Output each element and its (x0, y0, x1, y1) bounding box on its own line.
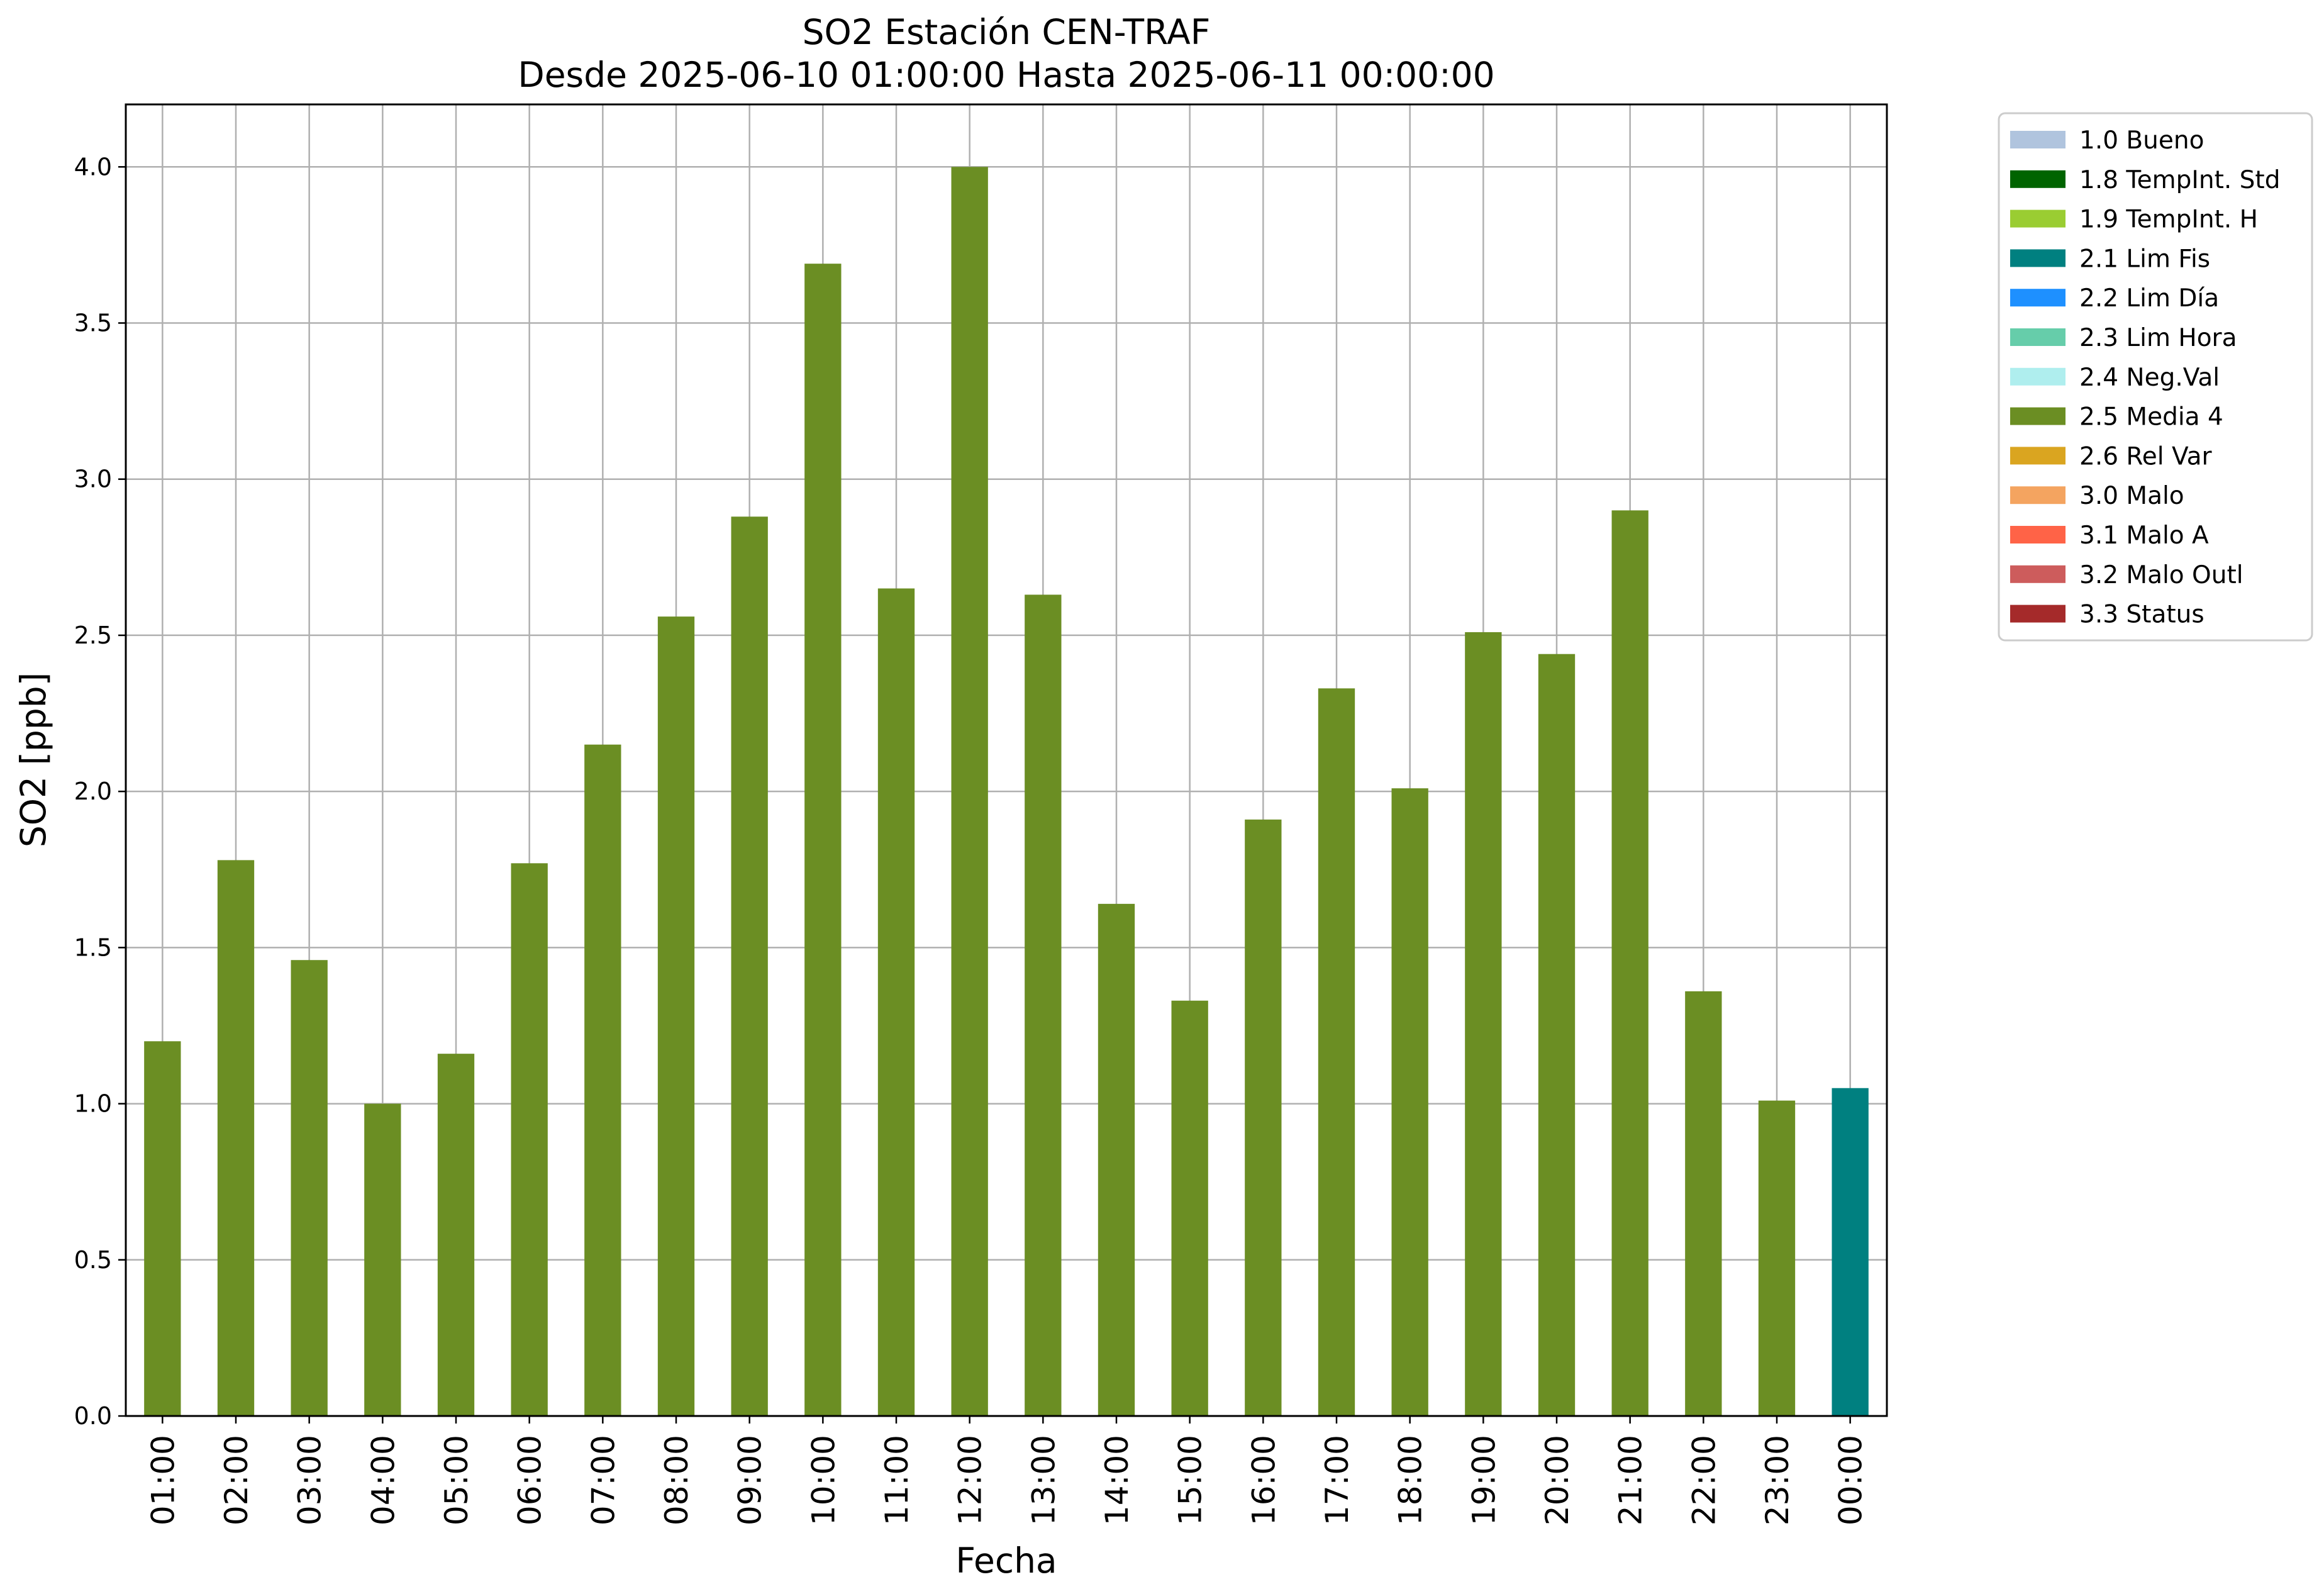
chart-subtitle: Desde 2025-06-10 01:00:00 Hasta 2025-06-… (518, 55, 1494, 95)
bar-1100 (877, 588, 915, 1416)
x-tick-label: 00:00 (1833, 1435, 1869, 1525)
bar-1800 (1391, 788, 1428, 1416)
x-tick-label: 06:00 (512, 1435, 548, 1525)
y-tick-label: 3.5 (74, 309, 112, 337)
plot-frame (125, 103, 1888, 1417)
legend-swatch (2010, 367, 2065, 386)
x-tick-label: 03:00 (292, 1435, 328, 1525)
legend-label: 2.1 Lim Fis (2079, 245, 2210, 273)
y-tick-label: 0.5 (74, 1246, 112, 1274)
bar-0400 (364, 1103, 401, 1416)
bar-0800 (657, 616, 695, 1417)
legend-swatch (2010, 447, 2065, 465)
bar-0200 (217, 860, 255, 1416)
y-axis-label: SO2 [ppb] (13, 672, 53, 847)
y-tick-label: 3.0 (74, 465, 112, 493)
x-tick-label: 12:00 (952, 1435, 989, 1525)
legend: 1.0 Bueno 1.8 TempInt. Std 1.9 TempInt. H 2… (1998, 112, 2313, 642)
x-tick-label: 23:00 (1759, 1435, 1796, 1525)
bar-2300 (1758, 1100, 1796, 1416)
bar-2000 (1538, 654, 1576, 1416)
bar-1400 (1098, 903, 1135, 1416)
legend-label: 1.9 TempInt. H (2079, 206, 2258, 234)
legend-swatch (2010, 328, 2065, 346)
legend-swatch (2010, 526, 2065, 543)
legend-label: 3.2 Malo Outl (2079, 561, 2243, 589)
legend-swatch (2010, 131, 2065, 148)
bar-0100 (144, 1041, 181, 1416)
bars (144, 167, 1869, 1417)
legend-items: 1.0 Bueno 1.8 TempInt. Std 1.9 TempInt. H 2… (2010, 126, 2280, 629)
x-tick-label: 05:00 (438, 1435, 475, 1525)
bar-0300 (291, 960, 328, 1416)
x-tick-label: 08:00 (659, 1435, 695, 1525)
bar-1900 (1465, 632, 1502, 1416)
y-tick-label: 0.0 (74, 1402, 112, 1430)
x-tick-label: 13:00 (1025, 1435, 1062, 1525)
x-tick-label: 14:00 (1099, 1435, 1135, 1525)
legend-swatch (2010, 486, 2065, 504)
bar-0500 (437, 1054, 475, 1416)
bar-1600 (1245, 819, 1282, 1416)
bar-1700 (1318, 688, 1355, 1416)
y-tick-label: 1.5 (74, 934, 112, 961)
legend-swatch (2010, 170, 2065, 188)
legend-label: 2.5 Media 4 (2079, 403, 2223, 432)
bar-0700 (584, 744, 621, 1416)
legend-swatch (2010, 605, 2065, 623)
legend-swatch (2010, 407, 2065, 425)
x-tick-label: 21:00 (1613, 1435, 1649, 1525)
x-tick-label: 16:00 (1245, 1435, 1282, 1525)
legend-swatch (2010, 289, 2065, 307)
bar-2100 (1611, 510, 1648, 1416)
legend-label: 3.3 Status (2079, 601, 2204, 629)
y-tick-label: 4.0 (74, 153, 112, 181)
y-tick-label: 1.0 (74, 1090, 112, 1118)
legend-label: 2.4 Neg.Val (2079, 364, 2220, 392)
legend-label: 3.0 Malo (2079, 482, 2184, 510)
y-tick-label: 2.0 (74, 777, 112, 805)
x-tick-label: 02:00 (218, 1435, 255, 1525)
x-tick-label: 01:00 (145, 1435, 181, 1525)
bar-1500 (1171, 1000, 1208, 1416)
x-tick-label: 09:00 (732, 1435, 769, 1525)
x-tick-label: 07:00 (585, 1435, 621, 1525)
y-tick-label: 2.5 (74, 621, 112, 649)
legend-swatch (2010, 249, 2065, 267)
x-tick-label: 20:00 (1539, 1435, 1576, 1525)
x-axis-label: Fecha (955, 1541, 1057, 1581)
x-tick-label: 19:00 (1465, 1435, 1502, 1525)
legend-label: 3.1 Malo A (2079, 521, 2209, 550)
legend-label: 2.2 Lim Día (2079, 284, 2219, 313)
legend-swatch (2010, 209, 2065, 228)
x-tick-label: 22:00 (1686, 1435, 1722, 1525)
x-axis-ticks: 01:00 02:00 03:00 04:00 05:00 06:00 07:00 08:00… (145, 1416, 1869, 1525)
bar-2200 (1685, 991, 1722, 1416)
x-tick-label: 15:00 (1172, 1435, 1209, 1525)
legend-label: 2.6 Rel Var (2079, 442, 2213, 471)
legend-swatch (2010, 565, 2065, 583)
plot-area: 0.0 0.5 1.0 1.5 2.0 2.5 3.0 3.5 4.0 01:00 02:00 03… (74, 103, 1888, 1525)
legend-label: 1.0 Bueno (2079, 126, 2204, 155)
legend-box (1998, 112, 2313, 642)
x-tick-label: 17:00 (1319, 1435, 1355, 1525)
chart-title: SO2 Estación CEN-TRAF (803, 12, 1211, 52)
y-axis-ticks: 0.0 0.5 1.0 1.5 2.0 2.5 3.0 3.5 4.0 (74, 153, 126, 1430)
bar-1300 (1025, 594, 1062, 1417)
legend-label: 1.8 TempInt. Std (2079, 166, 2280, 194)
x-tick-label: 10:00 (805, 1435, 842, 1525)
legend-label: 2.3 Lim Hora (2079, 324, 2237, 352)
x-tick-label: 04:00 (365, 1435, 401, 1525)
bar-1000 (804, 264, 842, 1416)
bar-0900 (731, 516, 768, 1417)
x-tick-label: 11:00 (879, 1435, 915, 1525)
bar-0600 (511, 863, 548, 1416)
bar-1200 (951, 167, 988, 1417)
bar-0000 (1832, 1088, 1869, 1416)
x-tick-label: 18:00 (1393, 1435, 1429, 1525)
